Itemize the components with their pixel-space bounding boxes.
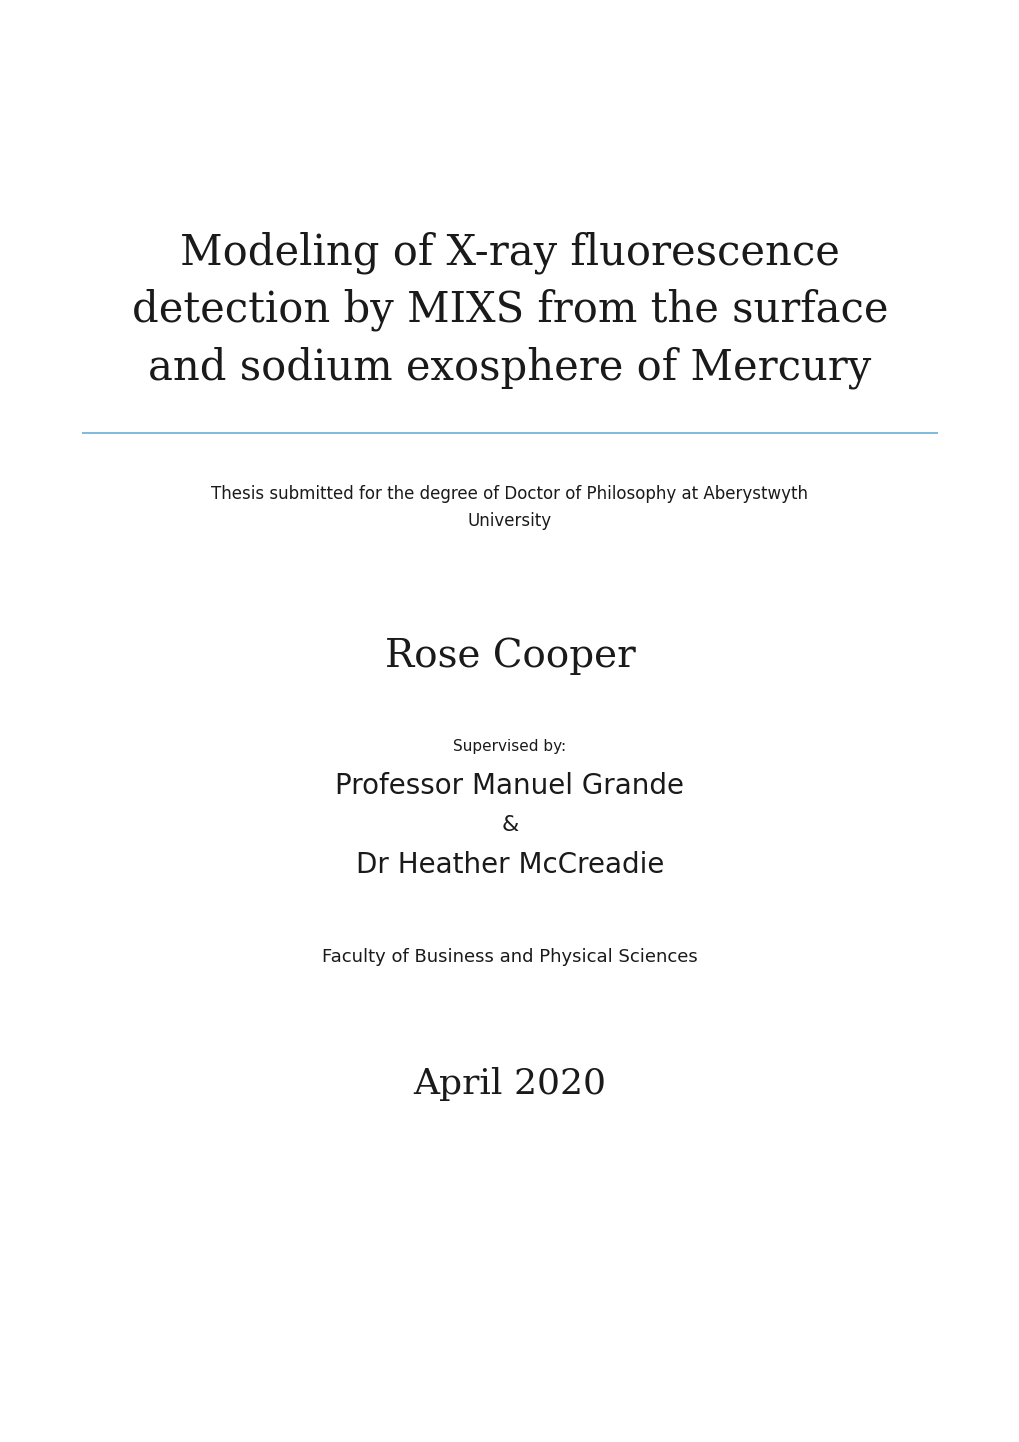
Text: &: & [501,815,518,835]
Text: Professor Manuel Grande: Professor Manuel Grande [335,771,684,800]
Text: Dr Heather McCreadie: Dr Heather McCreadie [356,851,663,880]
Text: April 2020: April 2020 [413,1067,606,1102]
Text: Modeling of X-ray fluorescence
detection by MIXS from the surface
and sodium exo: Modeling of X-ray fluorescence detection… [131,231,888,389]
Text: Supervised by:: Supervised by: [453,740,566,754]
Text: Thesis submitted for the degree of Doctor of Philosophy at Aberystwyth
Universit: Thesis submitted for the degree of Docto… [211,486,808,529]
Text: Rose Cooper: Rose Cooper [384,637,635,675]
Text: Faculty of Business and Physical Sciences: Faculty of Business and Physical Science… [322,949,697,966]
